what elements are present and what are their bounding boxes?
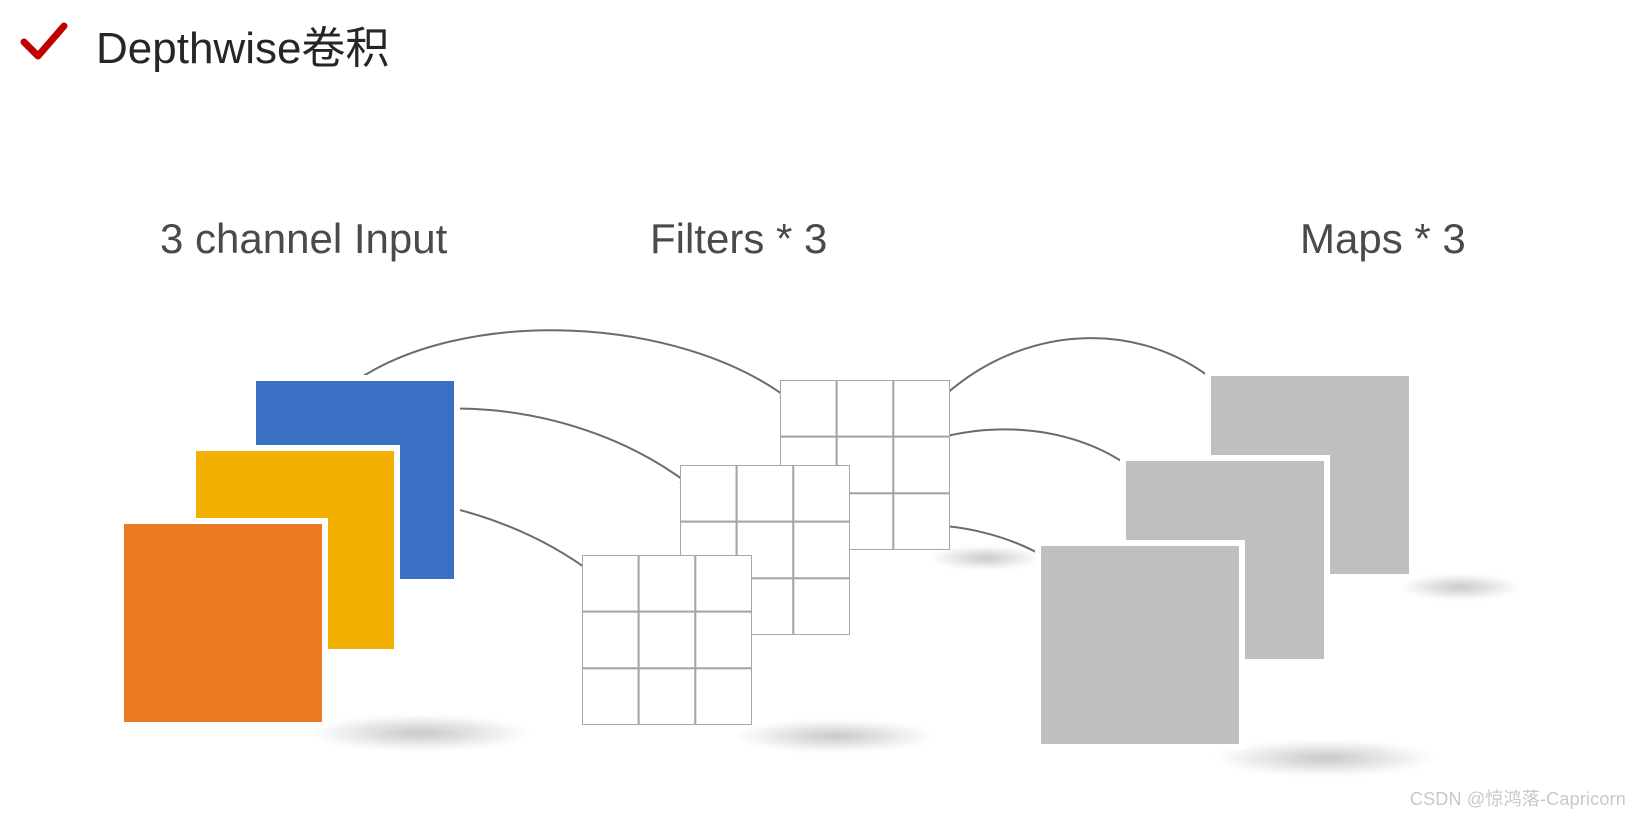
output-map-2 (1035, 540, 1245, 750)
input-channel-2 (118, 518, 328, 728)
filter-grid-2 (582, 555, 752, 725)
watermark: CSDN @惊鸿落-Capricorn (1410, 785, 1626, 811)
arrow-3 (945, 338, 1225, 395)
